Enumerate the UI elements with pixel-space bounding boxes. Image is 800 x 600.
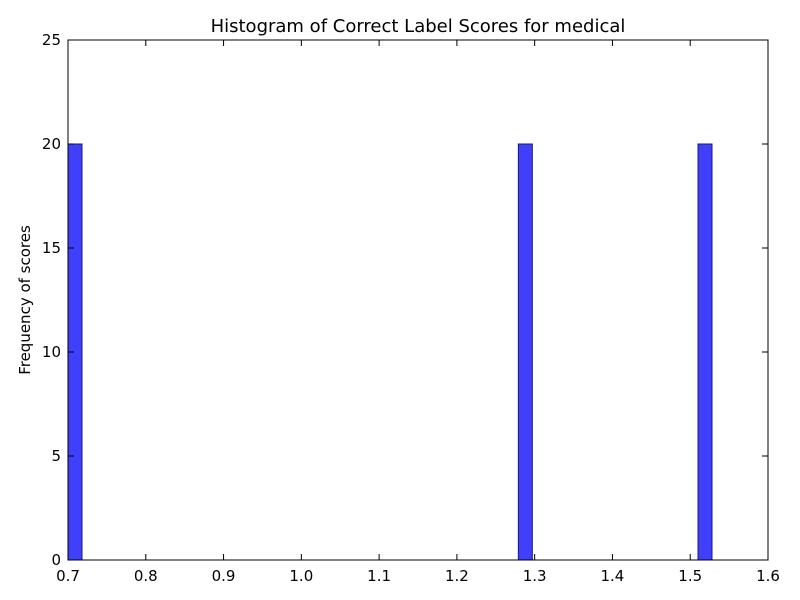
- y-tick-label: 20: [42, 135, 61, 153]
- x-tick-label: 1.3: [523, 567, 547, 585]
- histogram-bar: [517, 143, 533, 561]
- plot-frame: [67, 39, 769, 561]
- x-tick-label: 0.8: [134, 567, 158, 585]
- y-tick-label: 15: [42, 239, 61, 257]
- y-axis-label: Frequency of scores: [16, 225, 34, 375]
- x-tick-label: 0.9: [212, 567, 236, 585]
- y-tick-label: 10: [42, 343, 61, 361]
- histogram-bar: [697, 143, 713, 561]
- x-tick-label: 1.6: [756, 567, 780, 585]
- y-tick-label: 0: [51, 551, 61, 569]
- x-tick-label: 1.2: [445, 567, 469, 585]
- chart-title: Histogram of Correct Label Scores for me…: [211, 16, 626, 37]
- bars-layer: [67, 143, 713, 561]
- ticks-layer: 0.7 0.8 0.9 1.0 1.1 1.2 1.3 1.4 1.5 1.6 0 5 10 15 20 25: [42, 31, 780, 585]
- x-tick-label: 1.4: [601, 567, 625, 585]
- x-tick-label: 0.7: [56, 567, 80, 585]
- y-tick-label: 25: [42, 31, 61, 49]
- x-tick-label: 1.1: [367, 567, 391, 585]
- x-tick-label: 1.5: [678, 567, 702, 585]
- x-tick-label: 1.0: [289, 567, 313, 585]
- y-tick-label: 5: [51, 447, 61, 465]
